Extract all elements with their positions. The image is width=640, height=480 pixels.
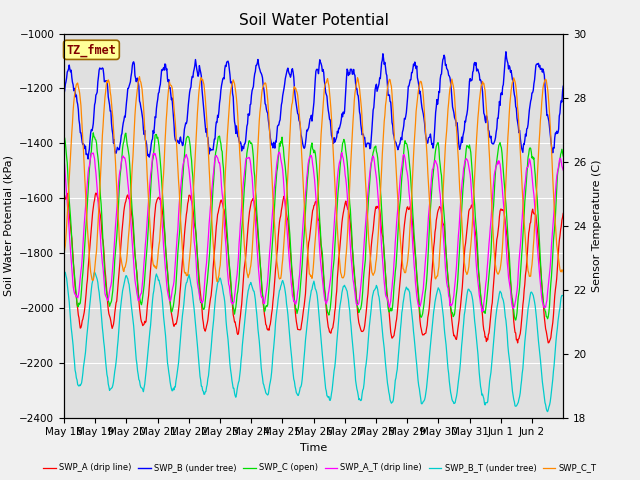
SWP_A_T (drip line)	[276, 149, 284, 155]
SWP_A (drip line)	[514, 340, 522, 346]
SWP_C (open)	[394, 244, 401, 250]
SWP_C_T	[214, 278, 221, 284]
SWP_A_T (drip line)	[119, 154, 127, 159]
SWP_B_T (under tree)	[254, 326, 262, 332]
SWP_A (drip line)	[394, 310, 401, 316]
Line: SWP_A (drip line): SWP_A (drip line)	[64, 193, 563, 343]
SWP_C (open)	[60, 134, 68, 140]
Title: Soil Water Potential: Soil Water Potential	[239, 13, 388, 28]
SWP_A_T (drip line)	[236, 240, 243, 246]
Line: SWP_B_T (under tree): SWP_B_T (under tree)	[64, 271, 563, 412]
Y-axis label: Sensor Temperature (C): Sensor Temperature (C)	[592, 159, 602, 292]
SWP_B_T (under tree)	[559, 293, 567, 299]
SWP_C (open)	[211, 156, 219, 162]
SWP_B (under tree)	[559, 84, 567, 89]
SWP_B (under tree)	[365, 141, 373, 146]
SWP_C (open)	[365, 186, 373, 192]
SWP_A (drip line)	[120, 216, 127, 222]
SWP_A_T (drip line)	[394, 213, 401, 218]
SWP_A (drip line)	[92, 190, 100, 196]
Line: SWP_C_T: SWP_C_T	[64, 77, 563, 281]
SWP_A (drip line)	[236, 318, 244, 324]
SWP_B (under tree)	[394, 144, 401, 150]
SWP_B (under tree)	[211, 136, 219, 142]
SWP_B_T (under tree)	[393, 370, 401, 376]
SWP_C_T	[136, 74, 143, 80]
SWP_C_T	[119, 264, 127, 270]
SWP_C (open)	[120, 141, 127, 146]
SWP_C_T	[255, 118, 263, 124]
SWP_B_T (under tree)	[544, 409, 552, 415]
SWP_B_T (under tree)	[365, 333, 372, 338]
Legend: SWP_A (drip line), SWP_B (under tree), SWP_C (open), SWP_A_T (drip line), SWP_B_: SWP_A (drip line), SWP_B (under tree), S…	[40, 460, 600, 476]
SWP_A (drip line)	[559, 211, 567, 216]
SWP_A_T (drip line)	[254, 258, 262, 264]
SWP_A (drip line)	[365, 273, 373, 278]
SWP_C_T	[237, 161, 244, 167]
SWP_C_T	[211, 263, 219, 269]
Text: TZ_fmet: TZ_fmet	[67, 43, 116, 57]
Line: SWP_B (under tree): SWP_B (under tree)	[64, 52, 563, 159]
SWP_A (drip line)	[255, 242, 262, 248]
SWP_C_T	[60, 252, 68, 257]
SWP_C (open)	[236, 264, 244, 269]
SWP_A_T (drip line)	[559, 167, 567, 173]
Y-axis label: Soil Water Potential (kPa): Soil Water Potential (kPa)	[4, 155, 13, 296]
SWP_C (open)	[90, 130, 97, 136]
Line: SWP_C (open): SWP_C (open)	[64, 133, 563, 320]
SWP_B (under tree)	[236, 141, 244, 146]
SWP_B_T (under tree)	[236, 378, 243, 384]
SWP_B_T (under tree)	[60, 268, 68, 274]
SWP_C_T	[559, 269, 567, 275]
SWP_C_T	[394, 198, 402, 204]
SWP_B (under tree)	[60, 91, 68, 97]
SWP_A (drip line)	[211, 241, 219, 247]
SWP_A_T (drip line)	[60, 156, 68, 162]
SWP_C (open)	[559, 153, 567, 159]
X-axis label: Time: Time	[300, 443, 327, 453]
SWP_C_T	[366, 250, 374, 255]
Line: SWP_A_T (drip line): SWP_A_T (drip line)	[64, 152, 563, 312]
SWP_B (under tree)	[502, 49, 510, 55]
SWP_B (under tree)	[120, 120, 127, 126]
SWP_B_T (under tree)	[211, 308, 218, 313]
SWP_C (open)	[255, 236, 262, 242]
SWP_A_T (drip line)	[211, 161, 218, 167]
SWP_B (under tree)	[84, 156, 92, 162]
SWP_A_T (drip line)	[478, 309, 486, 314]
SWP_B_T (under tree)	[119, 288, 127, 294]
SWP_A (drip line)	[60, 191, 68, 197]
SWP_C (open)	[512, 317, 520, 323]
SWP_B (under tree)	[255, 61, 262, 67]
SWP_A_T (drip line)	[365, 176, 373, 182]
